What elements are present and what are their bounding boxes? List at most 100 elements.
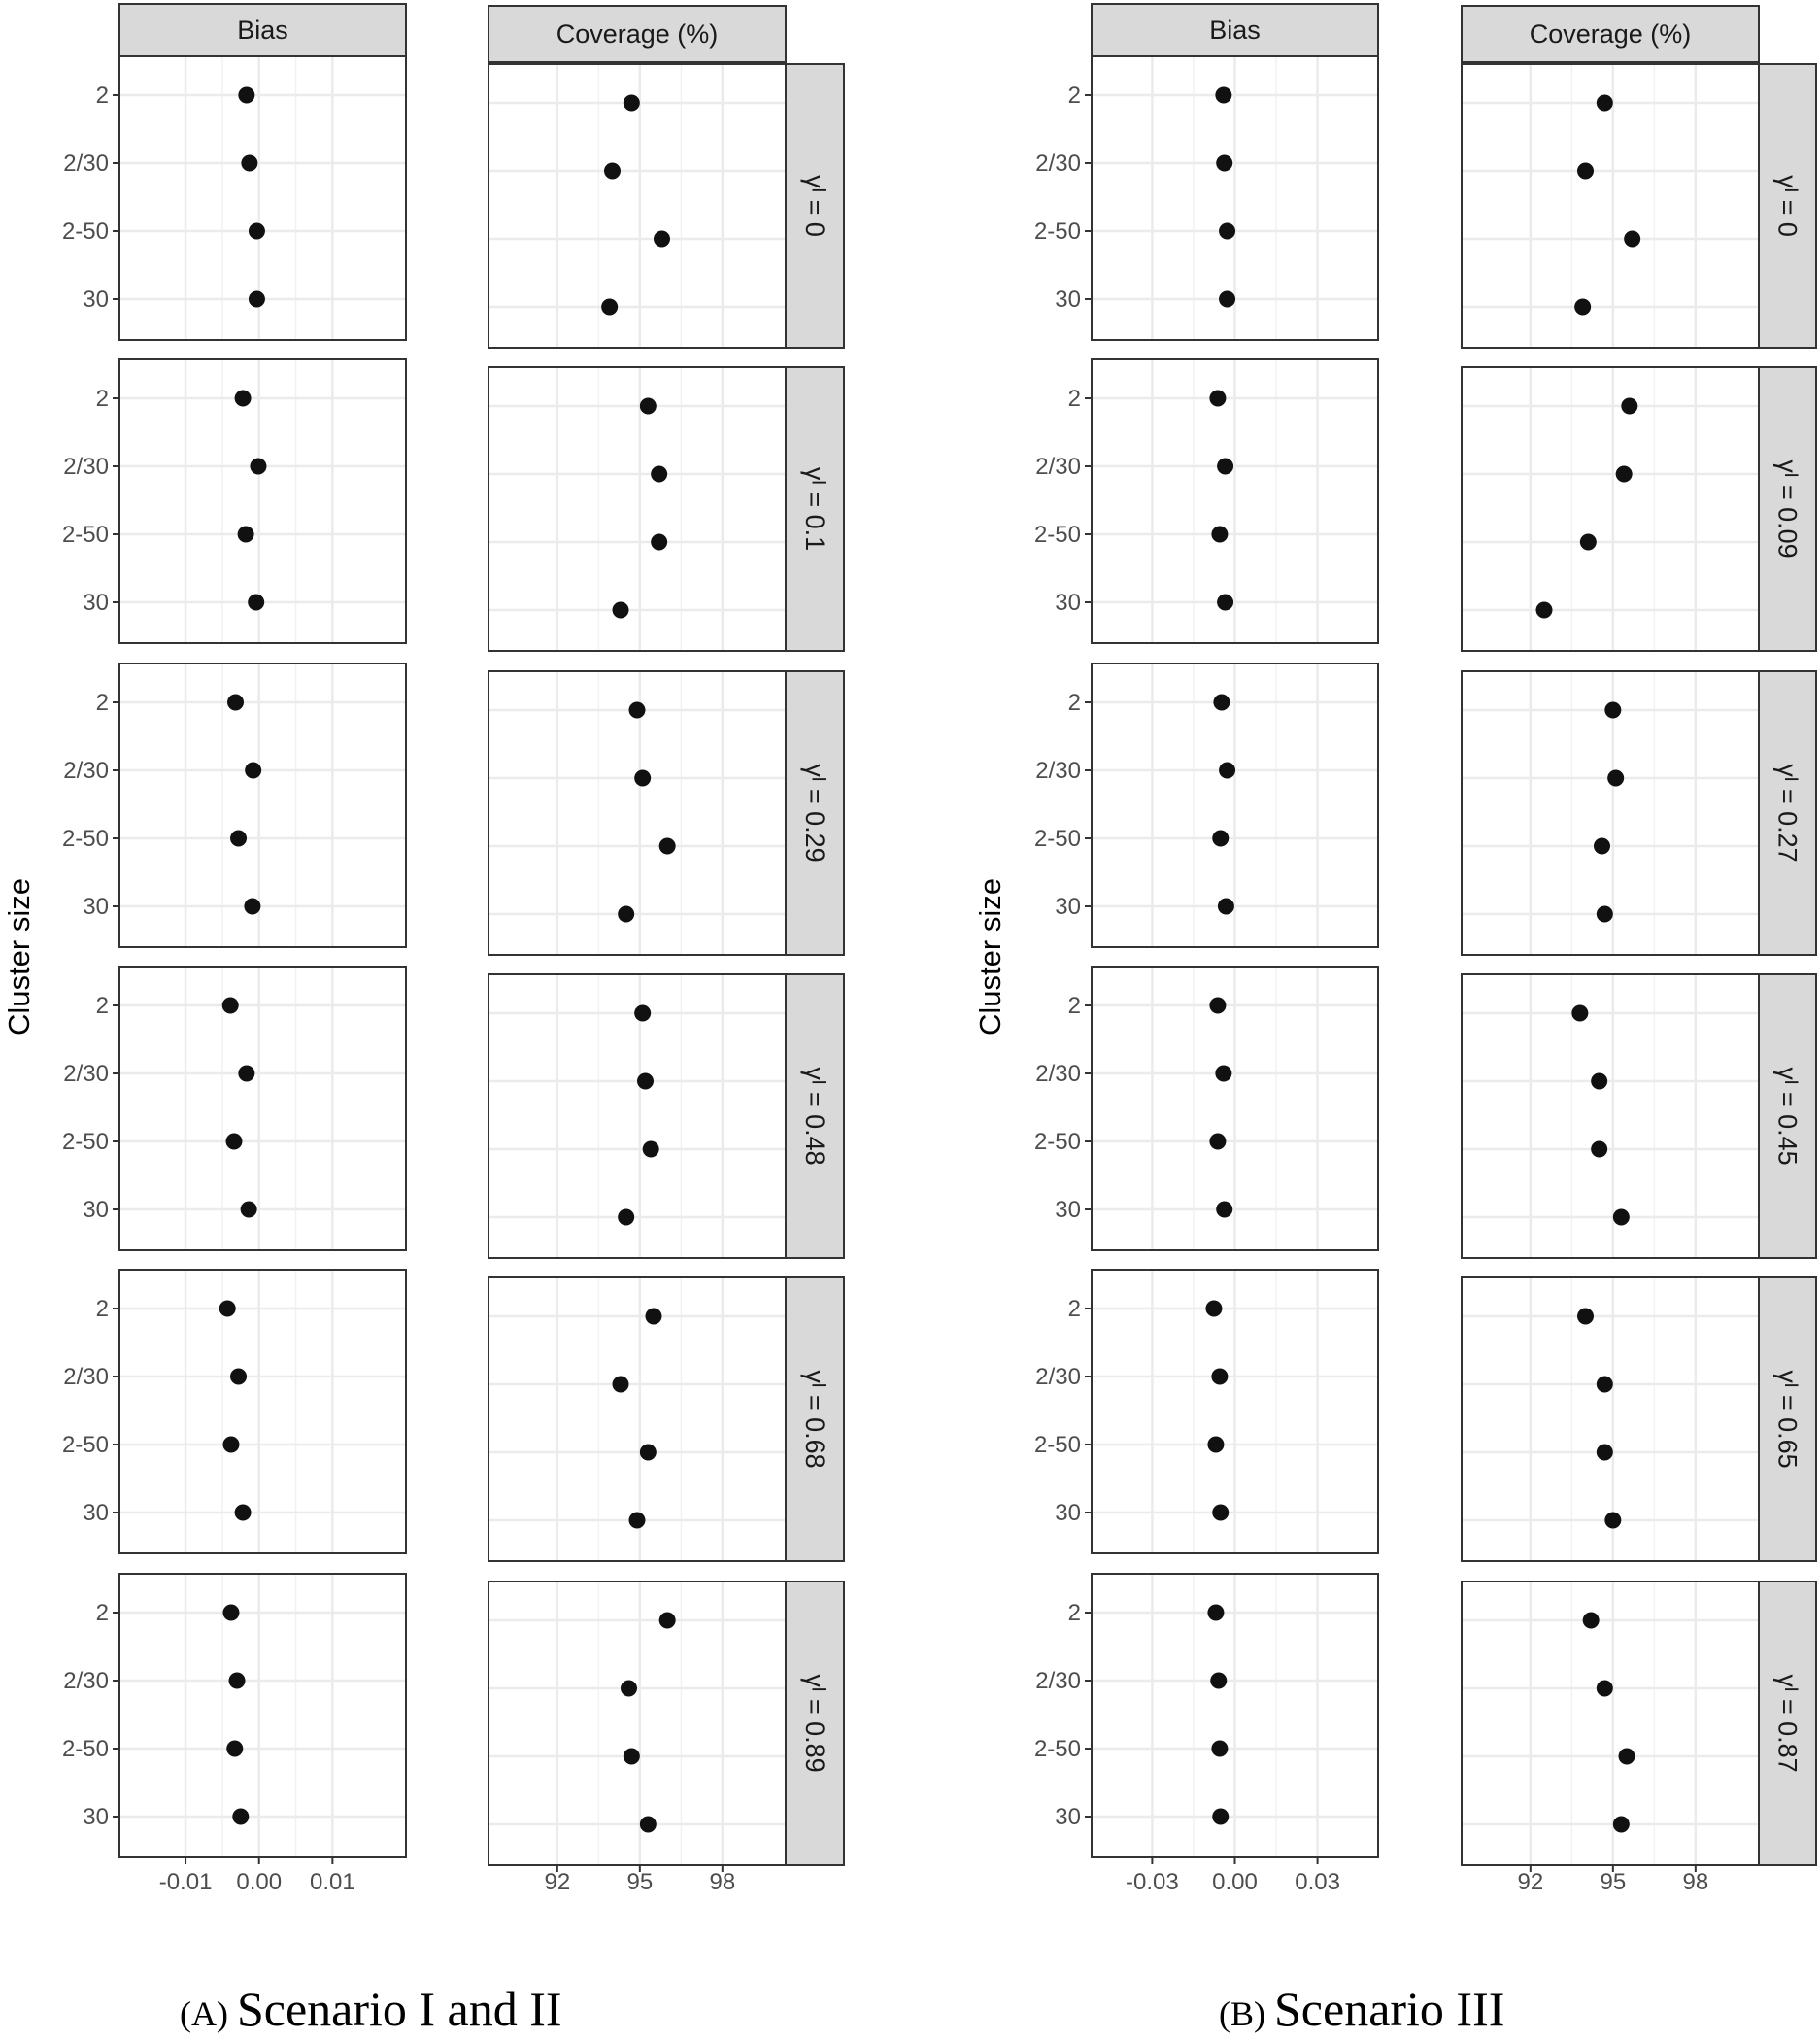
y-tick-label: 2-50 [1034,522,1081,548]
plot-panel-bg [119,1270,406,1553]
x-tick-label: 95 [626,1869,653,1895]
y-tick-label: 30 [83,1500,109,1526]
coverage-point [1535,601,1553,619]
coverage-point [658,837,676,855]
bias-point [1211,1740,1229,1757]
plot-panel-bg [119,359,406,643]
x-tick-label: -0.01 [159,1869,213,1895]
y-tick-label: 30 [1055,1197,1081,1223]
bias-point [234,390,252,407]
facet-row: 2 2/30 2-50 30 γᴵ = 0.29 [62,663,845,956]
bias-point [1212,1808,1230,1825]
row-strip-label: γᴵ = 0.68 [800,1370,829,1468]
y-tick-label: 2/30 [63,151,109,177]
row-strip [785,1276,845,1562]
bias-point [1212,830,1230,847]
coverage-point [628,701,646,719]
bias-point [1205,1300,1223,1317]
y-tick-label: 30 [1055,1804,1081,1830]
coverage-point [1574,298,1592,316]
y-tick-label: 2/30 [1035,151,1081,177]
plot-panel-bg [489,367,786,651]
coverage-point [1604,1512,1622,1529]
column-strip-0 [1091,3,1379,57]
row-strip-label: γᴵ = 0 [800,175,829,237]
coverage-point [621,1680,637,1697]
coverage-point [1612,1208,1630,1226]
bias-point [226,1740,244,1757]
bias-point [1207,1436,1225,1453]
y-tick-label: 2 [96,83,109,109]
coverage-point [1596,905,1613,923]
coverage-point [1612,1816,1630,1833]
x-tick-label: 0.00 [236,1869,282,1895]
bias-point [222,1604,240,1621]
bias-point [248,222,265,240]
y-tick-label: 2/30 [63,758,109,784]
row-strip [1758,1276,1817,1562]
plot-panel-bg [1462,974,1759,1258]
y-tick-label: 2/30 [1035,1668,1081,1694]
panel-a: Bias Coverage (%) Cluster size 2 2/30 2-50 30 γ… [2,3,845,2036]
coverage-point [618,905,635,923]
y-tick-label: 2-50 [1034,219,1081,245]
row-strip [785,1581,845,1866]
bias-point [1207,1604,1225,1621]
column-title: Coverage (%) [1530,19,1692,49]
coverage-point [1621,397,1638,415]
plot-panel-border [1091,1269,1379,1554]
plot-panel-border [118,1573,407,1858]
bias-point [244,898,261,915]
y-tick-label: 2-50 [62,219,109,245]
coverage-point [634,769,652,787]
plot-panel-bg [119,967,406,1250]
row-strip [785,973,845,1259]
plot-panel-bg [119,663,406,947]
y-tick-label: 2/30 [63,1364,109,1390]
panel-b: Bias Coverage (%) Cluster size 2 2/30 2-50 30 γ… [973,3,1817,2036]
y-tick-label: 2 [1068,993,1081,1019]
plot-panel-bg [119,1574,406,1857]
y-axis-title: Cluster size [2,878,36,1036]
caption-title: Scenario III [1274,1982,1504,2036]
bias-point [237,526,254,543]
plot-panel-border [1091,55,1379,341]
y-tick-label: 2/30 [63,454,109,480]
y-tick-label: 2 [96,993,109,1019]
row-strip-label: γᴵ = 0.45 [1773,1067,1803,1165]
coverage-point [618,1208,635,1226]
y-tick-label: 30 [83,287,109,313]
bias-point [240,1201,257,1218]
coverage-point [1582,1612,1600,1629]
x-tick-label: 98 [1682,1869,1708,1895]
bias-point [230,1368,248,1385]
plot-panel-border [118,55,407,341]
coverage-point [601,298,619,316]
coverage-point [1615,465,1633,483]
y-tick-label: 2/30 [1035,758,1081,784]
plot-panel-border [1091,966,1379,1251]
bias-point [1211,1368,1229,1385]
bias-point [1212,1504,1230,1521]
plot-panel-border [1091,663,1379,948]
y-tick-label: 2-50 [1034,1736,1081,1762]
row-strip [1758,366,1817,652]
y-tick-label: 2-50 [62,826,109,852]
bias-point [1219,290,1236,308]
x-tick-label: 92 [544,1869,570,1895]
y-tick-label: 2-50 [62,1129,109,1155]
coverage-point [1596,1680,1613,1697]
coverage-point [1624,230,1641,248]
row-strip-label: γᴵ = 0 [1773,175,1803,237]
plot-panel-bg [1462,367,1759,651]
y-tick-label: 30 [83,894,109,920]
coverage-point [658,1612,676,1629]
y-tick-label: 2-50 [62,1736,109,1762]
plot-panel-bg [1462,1581,1759,1865]
bias-point [225,1133,243,1150]
row-strip [1758,973,1817,1259]
bias-point [1211,526,1229,543]
coverage-point [1591,1072,1608,1090]
bias-point [1209,390,1227,407]
